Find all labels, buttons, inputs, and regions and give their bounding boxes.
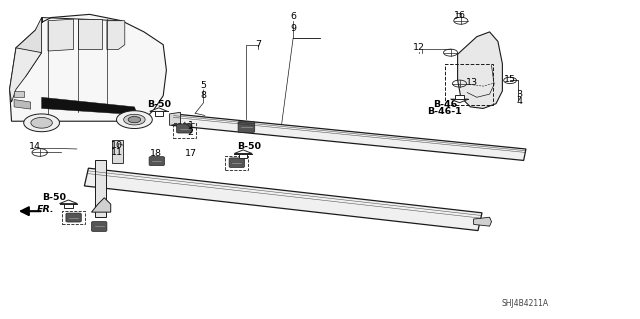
FancyBboxPatch shape <box>92 221 107 232</box>
Polygon shape <box>84 168 482 231</box>
Polygon shape <box>112 140 123 163</box>
FancyBboxPatch shape <box>177 124 192 133</box>
Polygon shape <box>42 97 138 115</box>
Polygon shape <box>107 21 125 49</box>
Text: 8: 8 <box>200 91 207 100</box>
Polygon shape <box>116 111 152 129</box>
Text: 4: 4 <box>516 97 523 106</box>
Text: 3: 3 <box>516 90 523 99</box>
Polygon shape <box>124 114 145 125</box>
Polygon shape <box>172 114 526 160</box>
Text: B-50: B-50 <box>42 193 67 202</box>
Polygon shape <box>474 217 492 226</box>
Polygon shape <box>128 116 141 123</box>
FancyBboxPatch shape <box>149 157 164 166</box>
Polygon shape <box>150 108 168 111</box>
Text: B-50: B-50 <box>237 142 262 151</box>
Text: 15: 15 <box>504 75 516 84</box>
Text: B-50: B-50 <box>147 100 171 109</box>
Polygon shape <box>48 19 74 51</box>
Text: 7: 7 <box>255 40 261 48</box>
FancyBboxPatch shape <box>229 158 244 167</box>
Text: 11: 11 <box>111 148 123 157</box>
Polygon shape <box>31 117 52 128</box>
Polygon shape <box>234 153 252 158</box>
Text: B-46: B-46 <box>433 100 457 109</box>
Text: 17: 17 <box>185 149 196 158</box>
Text: 18: 18 <box>150 149 162 158</box>
Text: FR.: FR. <box>37 205 55 214</box>
Polygon shape <box>170 112 180 125</box>
Polygon shape <box>95 160 106 217</box>
Text: 10: 10 <box>111 141 123 150</box>
Polygon shape <box>92 198 111 212</box>
Text: 5: 5 <box>200 81 207 90</box>
Polygon shape <box>16 18 42 77</box>
Text: 9: 9 <box>290 24 296 33</box>
Polygon shape <box>78 19 102 49</box>
Polygon shape <box>234 150 252 153</box>
Polygon shape <box>14 91 24 97</box>
Polygon shape <box>150 111 168 116</box>
Text: 2: 2 <box>188 128 194 137</box>
Polygon shape <box>60 200 77 204</box>
Polygon shape <box>60 204 77 208</box>
Text: 16: 16 <box>454 11 465 20</box>
Polygon shape <box>10 14 166 121</box>
Polygon shape <box>10 48 42 102</box>
Text: 12: 12 <box>413 43 424 52</box>
FancyBboxPatch shape <box>238 122 255 132</box>
FancyBboxPatch shape <box>66 213 81 222</box>
Polygon shape <box>458 32 502 108</box>
Polygon shape <box>24 114 60 132</box>
Text: 13: 13 <box>467 78 478 87</box>
Polygon shape <box>451 95 468 99</box>
Polygon shape <box>451 99 468 103</box>
Text: B-46-1: B-46-1 <box>428 107 462 115</box>
Text: SHJ4B4211A: SHJ4B4211A <box>501 299 548 308</box>
Text: 14: 14 <box>29 142 41 151</box>
Text: 1: 1 <box>188 121 194 130</box>
Text: 6: 6 <box>290 12 296 21</box>
Polygon shape <box>14 100 31 109</box>
